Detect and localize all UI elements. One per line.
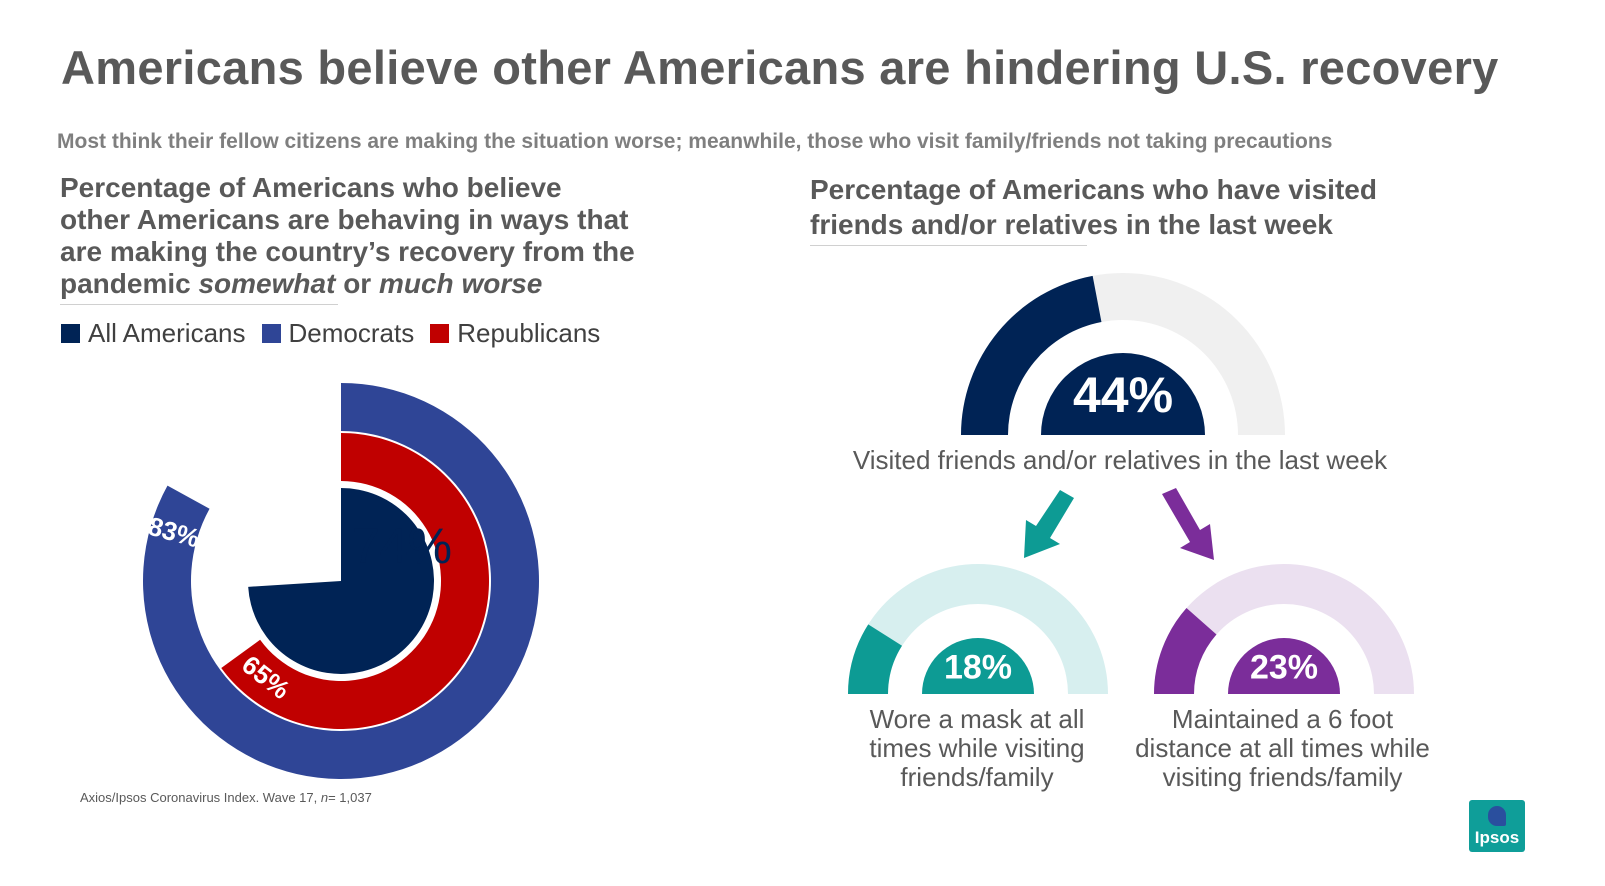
left-title-emphasis-much-worse: much worse	[378, 268, 543, 299]
gauge-mask-value-label: 18%	[944, 648, 1012, 686]
gauge-mask-caption-line-1: Wore a mask at all	[869, 704, 1085, 734]
gauge-visited-value-label: 44%	[1073, 367, 1173, 423]
legend-label-democrats: Democrats	[288, 318, 415, 348]
gauge-distance: 23%	[1154, 564, 1414, 694]
source-note: Axios/Ipsos Coronavirus Index. Wave 17, …	[80, 790, 372, 805]
gauge-visited-center	[1041, 353, 1205, 435]
gauge-mask-caption-line-3: friends/family	[900, 762, 1054, 792]
legend-swatch-democrats	[261, 324, 281, 343]
gauge-distance-caption-line-1: Maintained a 6 foot	[1171, 704, 1394, 734]
left-title-line-2: other Americans are behaving in ways tha…	[60, 204, 629, 235]
gauge-visited: 44%	[961, 273, 1285, 435]
legend-item-democrats: Democrats	[261, 318, 415, 349]
gauge-distance-value-label: 23%	[1250, 648, 1318, 686]
right-panel-title: Percentage of Americans who have visited…	[810, 172, 1377, 242]
ipsos-logo-mark-icon	[1488, 806, 1506, 826]
arrow-down-right-icon	[1162, 488, 1214, 560]
label-all-americans: 74%	[352, 518, 452, 574]
source-note-n: n	[320, 790, 329, 805]
gauge-distance-caption-line-3: visiting friends/family	[1162, 762, 1403, 792]
legend-label-all-americans: All Americans	[88, 318, 246, 348]
gauge-distance-value-arc	[1154, 608, 1217, 694]
source-note-pre: Axios/Ipsos Coronavirus Index. Wave 17,	[80, 790, 321, 805]
ipsos-logo-text: Ipsos	[1474, 828, 1520, 847]
legend-swatch-republicans	[430, 324, 450, 343]
gauge-distance-caption: Maintained a 6 foot distance at all time…	[1120, 705, 1445, 792]
page-subtitle: Most think their fellow citizens are mak…	[57, 130, 1333, 153]
gauge-distance-caption-line-2: distance at all times while	[1135, 733, 1430, 763]
left-panel-title: Percentage of Americans who believe othe…	[60, 172, 635, 300]
left-title-emphasis-somewhat: somewhat	[198, 268, 336, 299]
ipsos-logo: Ipsos	[1469, 800, 1525, 852]
source-note-post: = 1,037	[328, 790, 372, 805]
left-title-line-1: Percentage of Americans who believe	[60, 172, 562, 203]
gauge-mask-center	[922, 638, 1034, 694]
gauge-visited-caption: Visited friends and/or relatives in the …	[852, 445, 1388, 475]
legend-swatch-all-americans	[61, 324, 80, 343]
nested-radial-chart: 74%83%65%	[143, 383, 539, 779]
page-title: Americans believe other Americans are hi…	[61, 41, 1499, 94]
right-title-line-2: friends and/or relatives in the last wee…	[810, 209, 1333, 240]
arrow-down-left-icon	[1024, 490, 1074, 558]
left-title-line-4-mid: or	[335, 268, 379, 299]
arrows	[1024, 488, 1214, 560]
gauge-mask-value-arc	[848, 624, 903, 694]
gauge-distance-track	[1154, 564, 1414, 694]
gauge-mask-track	[848, 564, 1108, 694]
bar-all-americans	[248, 488, 435, 674]
left-title-divider	[60, 304, 338, 305]
legend-item-republicans: Republicans	[430, 318, 600, 349]
right-title-line-1: Percentage of Americans who have visited	[810, 174, 1377, 205]
gauge-distance-center	[1228, 638, 1340, 694]
gauge-mask-caption: Wore a mask at all times while visiting …	[846, 705, 1108, 792]
left-title-line-4: pandemic somewhat or much worse	[60, 268, 635, 300]
left-title-line-3: are making the country’s recovery from t…	[60, 236, 635, 267]
legend-item-all-americans: All Americans	[61, 318, 246, 349]
chart-legend: All Americans Democrats Republicans	[61, 318, 616, 349]
right-title-divider	[810, 245, 1087, 246]
gauge-mask: 18%	[848, 564, 1108, 694]
gauge-visited-value-arc	[961, 275, 1102, 435]
gauge-mask-caption-line-2: times while visiting	[869, 733, 1085, 763]
left-title-line-4-pre: pandemic	[60, 268, 199, 299]
legend-label-republicans: Republicans	[457, 318, 601, 348]
bar-republicans	[221, 433, 490, 729]
